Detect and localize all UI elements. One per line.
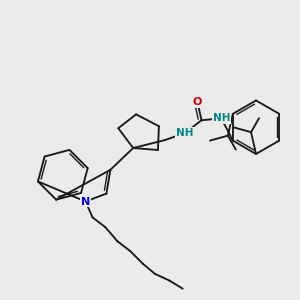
Text: N: N [81,196,90,206]
Text: NH: NH [176,128,194,138]
Text: O: O [193,98,202,107]
Text: NH: NH [213,113,230,123]
